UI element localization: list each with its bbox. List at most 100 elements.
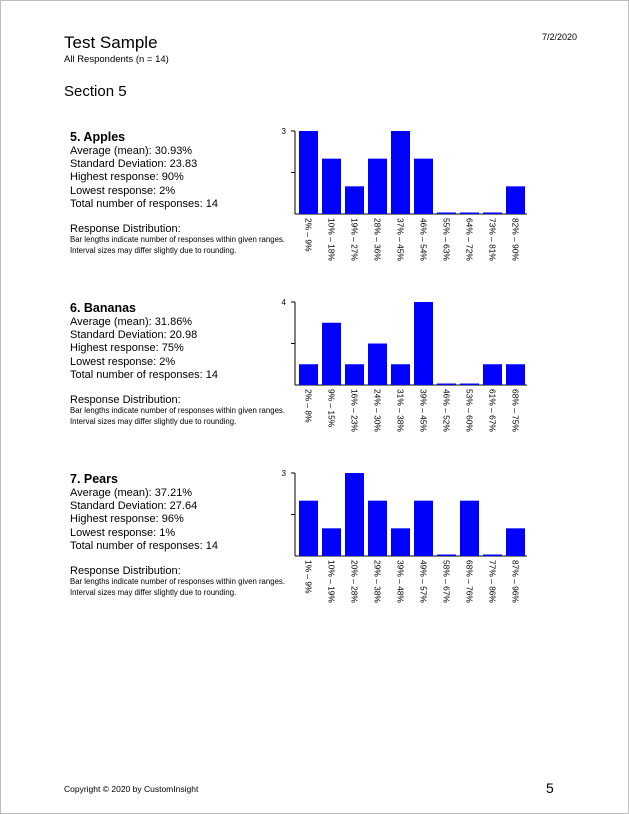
x-tick-label: 9% – 15% — [327, 389, 337, 428]
distribution-note: Bar lengths indicate number of responses… — [70, 406, 285, 426]
distribution-title: Response Distribution: — [70, 394, 181, 407]
bar — [437, 554, 456, 556]
bar — [483, 554, 502, 556]
bar — [460, 212, 479, 214]
footer-page-number: 5 — [546, 780, 554, 796]
bar — [322, 322, 341, 385]
bar — [345, 186, 364, 214]
x-tick-label: 73% – 81% — [488, 218, 498, 261]
bar — [322, 528, 341, 556]
x-tick-label: 55% – 63% — [442, 218, 452, 261]
x-tick-label: 2% – 9% — [304, 218, 314, 252]
x-tick-label: 49% – 57% — [419, 560, 429, 603]
x-tick-label: 2% – 8% — [304, 389, 314, 423]
x-tick-label: 46% – 52% — [442, 389, 452, 432]
x-tick-label: 87% – 96% — [511, 560, 521, 603]
bar — [299, 500, 318, 556]
stat-lowest: Lowest response: 1% — [70, 526, 176, 539]
distribution-title: Response Distribution: — [70, 223, 181, 236]
stat-mean: Average (mean): 31.86% — [70, 316, 193, 328]
y-tick-label: 3 — [282, 127, 287, 136]
bar — [506, 364, 525, 385]
x-tick-label: 68% – 76% — [465, 560, 475, 603]
bar — [391, 364, 410, 385]
bar — [322, 158, 341, 214]
chart-svg: 4 2% – 8% 9% – 15% 16% – 23% 24% – 30% 31% – … — [282, 298, 527, 432]
bar — [506, 528, 525, 556]
bar — [414, 158, 433, 214]
x-tick-label: 61% – 67% — [488, 389, 498, 432]
bar — [368, 158, 387, 214]
stat-std-dev: Standard Deviation: 20.98 — [70, 329, 198, 342]
distribution-chart-apples: 3 2% – 9% 10% – 18% 19% – 27% 28% – 36% 37% –… — [271, 123, 541, 273]
x-tick-label: 1% – 9% — [304, 560, 314, 594]
bar — [437, 383, 456, 385]
question-block-apples: 5. Apples Average (mean): 30.93% Standar… — [70, 130, 310, 256]
x-tick-label: 53% – 60% — [465, 389, 475, 432]
distribution-note: Bar lengths indicate number of responses… — [70, 577, 285, 597]
bar — [368, 343, 387, 385]
distribution-chart-bananas: 4 2% – 8% 9% – 15% 16% – 23% 24% – 30% 31% – … — [271, 294, 541, 444]
y-tick-label: 3 — [282, 469, 287, 478]
bar — [299, 131, 318, 214]
y-tick-label: 4 — [282, 298, 287, 307]
x-tick-label: 58% – 67% — [442, 560, 452, 603]
x-tick-label: 39% – 45% — [419, 389, 429, 432]
x-tick-label: 19% – 27% — [350, 218, 360, 261]
chart-svg: 3 2% – 9% 10% – 18% 19% – 27% 28% – 36% 37% –… — [282, 127, 527, 261]
chart-svg: 3 1% – 9% 10% – 19% 20% – 28% 29% – 38% 39% –… — [282, 469, 527, 603]
question-title: 5. Apples — [70, 130, 126, 144]
bar — [483, 364, 502, 385]
bar — [391, 131, 410, 214]
x-tick-label: 31% – 38% — [396, 389, 406, 432]
x-tick-label: 29% – 38% — [373, 560, 383, 603]
report-subtitle: All Respondents (n = 14) — [64, 54, 169, 65]
section-heading: Section 5 — [64, 83, 127, 100]
x-tick-label: 24% – 30% — [373, 389, 383, 432]
x-tick-label: 28% – 36% — [373, 218, 383, 261]
bar — [299, 364, 318, 385]
bar — [414, 302, 433, 385]
report-date: 7/2/2020 — [542, 32, 578, 42]
bar — [460, 500, 479, 556]
distribution-title: Response Distribution: — [70, 565, 181, 578]
stat-total: Total number of responses: 14 — [70, 197, 218, 210]
footer-copyright: Copyright © 2020 by CustomInsight — [64, 784, 199, 794]
bar — [391, 528, 410, 556]
bar — [460, 383, 479, 385]
x-tick-label: 39% – 48% — [396, 560, 406, 603]
bar — [483, 212, 502, 214]
stat-mean: Average (mean): 37.21% — [70, 487, 193, 499]
stat-lowest: Lowest response: 2% — [70, 184, 176, 197]
stat-highest: Highest response: 75% — [70, 342, 184, 355]
x-tick-label: 82% – 90% — [511, 218, 521, 261]
x-tick-label: 77% – 86% — [488, 560, 498, 603]
report-title: Test Sample — [64, 33, 158, 52]
distribution-note: Bar lengths indicate number of responses… — [70, 235, 285, 255]
question-title: 7. Pears — [70, 472, 118, 486]
x-tick-label: 46% – 54% — [419, 218, 429, 261]
stat-total: Total number of responses: 14 — [70, 368, 218, 381]
question-title: 6. Bananas — [70, 301, 137, 315]
stat-std-dev: Standard Deviation: 23.83 — [70, 158, 198, 171]
stat-lowest: Lowest response: 2% — [70, 355, 176, 368]
stat-std-dev: Standard Deviation: 27.64 — [70, 500, 198, 513]
bar — [414, 500, 433, 556]
x-tick-label: 10% – 18% — [327, 218, 337, 261]
question-block-bananas: 6. Bananas Average (mean): 31.86% Standa… — [70, 301, 310, 427]
stat-highest: Highest response: 90% — [70, 171, 184, 184]
stat-highest: Highest response: 96% — [70, 513, 184, 526]
x-tick-label: 37% – 45% — [396, 218, 406, 261]
bar — [506, 186, 525, 214]
x-tick-label: 10% – 19% — [327, 560, 337, 603]
question-block-pears: 7. Pears Average (mean): 37.21% Standard… — [70, 472, 310, 598]
stat-total: Total number of responses: 14 — [70, 539, 218, 552]
bar — [345, 364, 364, 385]
distribution-chart-pears: 3 1% – 9% 10% – 19% 20% – 28% 29% – 38% 39% –… — [271, 465, 541, 615]
x-tick-label: 68% – 75% — [511, 389, 521, 432]
x-tick-label: 16% – 23% — [350, 389, 360, 432]
bar — [345, 473, 364, 556]
bar — [368, 500, 387, 556]
stat-mean: Average (mean): 30.93% — [70, 145, 193, 157]
